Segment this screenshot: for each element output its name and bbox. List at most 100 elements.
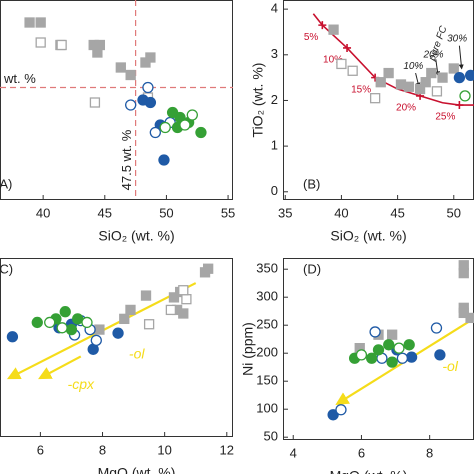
x-axis-label: SiO₂ (wt. %) [330, 228, 406, 244]
x-tick-label: 8 [99, 442, 106, 457]
annotation: -ol [129, 345, 145, 361]
annotation: -ol [442, 358, 458, 374]
square-point [431, 86, 443, 97]
circle-point [434, 349, 446, 361]
x-tick-label: 12 [220, 442, 234, 457]
circle-point [386, 356, 398, 368]
annotation: 30% [447, 33, 467, 44]
circle-point [81, 316, 93, 329]
circle-point [179, 119, 191, 131]
y-tick-label: 50 [264, 429, 278, 444]
circle-point [142, 81, 154, 94]
circle-point [44, 316, 56, 329]
square-point [24, 17, 35, 28]
circle-point [464, 69, 474, 81]
x-axis-label: SiO₂ (wt. %) [98, 228, 174, 244]
circle-point [195, 126, 207, 139]
x-tick-label: 40 [36, 205, 50, 220]
square-point [199, 267, 211, 278]
circle-point [405, 351, 418, 363]
curve-label: 15% [351, 84, 371, 95]
square-point [168, 292, 180, 303]
circle-point [335, 404, 347, 416]
square-point [386, 329, 398, 340]
curve-label: 10% [323, 55, 343, 66]
reference-label: wt. % [3, 71, 36, 86]
x-tick-label: 4 [290, 445, 297, 460]
circle-point [355, 349, 368, 361]
curve-label: 20% [396, 103, 416, 114]
circle-point [327, 409, 339, 421]
square-point [56, 39, 67, 51]
square-point [125, 304, 136, 316]
circle-point [149, 126, 161, 139]
circle-point [369, 326, 381, 338]
square-point [115, 62, 126, 73]
square-point [347, 65, 358, 76]
y-tick-label: 250 [256, 317, 278, 332]
trend-arrow [38, 355, 82, 380]
curve-tick [455, 101, 464, 110]
curve-label: 5% [304, 32, 319, 43]
circle-point [383, 339, 395, 351]
square-point [458, 267, 469, 279]
square-point [336, 58, 347, 70]
square-point [143, 319, 155, 330]
square-point [89, 97, 101, 108]
circle-point [372, 344, 385, 356]
circle-point [144, 96, 157, 109]
y-tick-label: 200 [256, 345, 278, 360]
circle-point [56, 322, 68, 334]
x-tick-label: 6 [37, 442, 44, 457]
square-point [375, 77, 386, 88]
square-point [369, 93, 381, 104]
x-axis-label: MgO (wt. %) [98, 465, 176, 474]
circle-point [125, 99, 137, 111]
square-point [125, 69, 136, 81]
y-tick-label: 100 [256, 401, 278, 416]
square-point [165, 304, 177, 316]
circle-point [59, 306, 71, 318]
x-tick-label: 40 [334, 205, 348, 220]
x-axis-label: MgO (wt. %) [330, 468, 408, 474]
circle-point [112, 327, 124, 339]
square-point [414, 83, 426, 95]
square-point [465, 312, 474, 324]
curve-tick [318, 21, 327, 30]
panel-label: (C) [0, 261, 13, 276]
circle-point [453, 71, 466, 84]
panel-label: (D) [303, 261, 321, 276]
square-point [92, 47, 103, 58]
circle-point [65, 323, 78, 336]
circle-point [72, 313, 84, 325]
square-point [178, 308, 189, 319]
x-tick-label: 6 [358, 445, 365, 460]
square-point [140, 290, 152, 301]
annotation-arrow [458, 45, 464, 70]
y-tick-label: 300 [256, 289, 278, 304]
circle-point [159, 121, 171, 134]
square-point [437, 72, 448, 83]
circle-point [459, 90, 471, 102]
circle-point [403, 339, 415, 351]
curve-tick [343, 43, 352, 52]
circle-point [393, 342, 405, 354]
square-point [448, 63, 459, 74]
x-tick-label: 50 [159, 205, 173, 220]
x-tick-label: 8 [426, 445, 433, 460]
reference-label: 47.5 wt. % [119, 129, 134, 190]
x-tick-label: 45 [98, 205, 112, 220]
square-point [383, 67, 394, 79]
square-point [181, 294, 192, 305]
plot-frame [0, 0, 233, 200]
x-tick-label: 50 [447, 205, 461, 220]
circle-point [430, 322, 443, 334]
y-tick-label: 1 [271, 138, 278, 153]
annotation: 10% [403, 61, 423, 72]
curve-label: 25% [435, 112, 455, 123]
y-axis-label: TiO₂ (wt. %) [250, 63, 266, 138]
square-point [94, 324, 105, 335]
square-point [403, 81, 414, 92]
y-tick-label: 350 [256, 261, 278, 276]
